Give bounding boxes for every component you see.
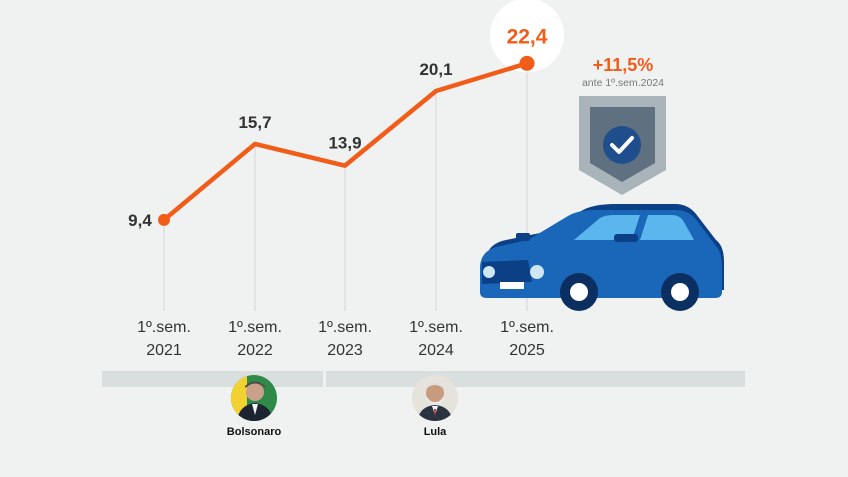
value-labels: 9,4 15,7 13,9 20,1 22,4 [128,25,548,230]
era-bar-bolsonaro [102,371,323,387]
shield-check-icon [579,96,666,195]
delta-annotation: +11,5% [593,55,654,75]
x-tick-label: 1º.sem. 2023 [318,319,372,359]
lula-portrait [412,375,458,421]
value-label: 13,9 [328,134,361,153]
series-line [161,61,530,223]
x-tick-label: 1º.sem. 2022 [228,319,282,359]
highlight-halo [490,0,564,73]
value-label: 15,7 [238,113,271,132]
value-label: 22,4 [507,25,548,48]
value-label: 20,1 [419,60,452,79]
era-bar-lula [326,371,745,387]
x-tick-labels: 1º.sem. 2021 1º.sem. 2022 1º.sem. 2023 1º.sem.… [137,319,554,359]
car-icon [480,204,724,311]
delta-subtitle: ante 1º.sem.2024 [582,77,664,89]
data-point [158,213,170,226]
x-tick-label: 1º.sem. 2021 [137,319,191,359]
data-point [519,55,535,71]
bolsonaro-label: Bolsonaro [226,426,282,438]
x-tick-label: 1º.sem. 2025 [500,319,554,359]
data-points [158,55,535,226]
bolsonaro-portrait [231,375,277,421]
x-tick-label: 1º.sem. 2024 [409,319,463,359]
lula-label: Lula [423,426,447,438]
gridlines [163,63,528,311]
value-label: 9,4 [128,211,152,230]
